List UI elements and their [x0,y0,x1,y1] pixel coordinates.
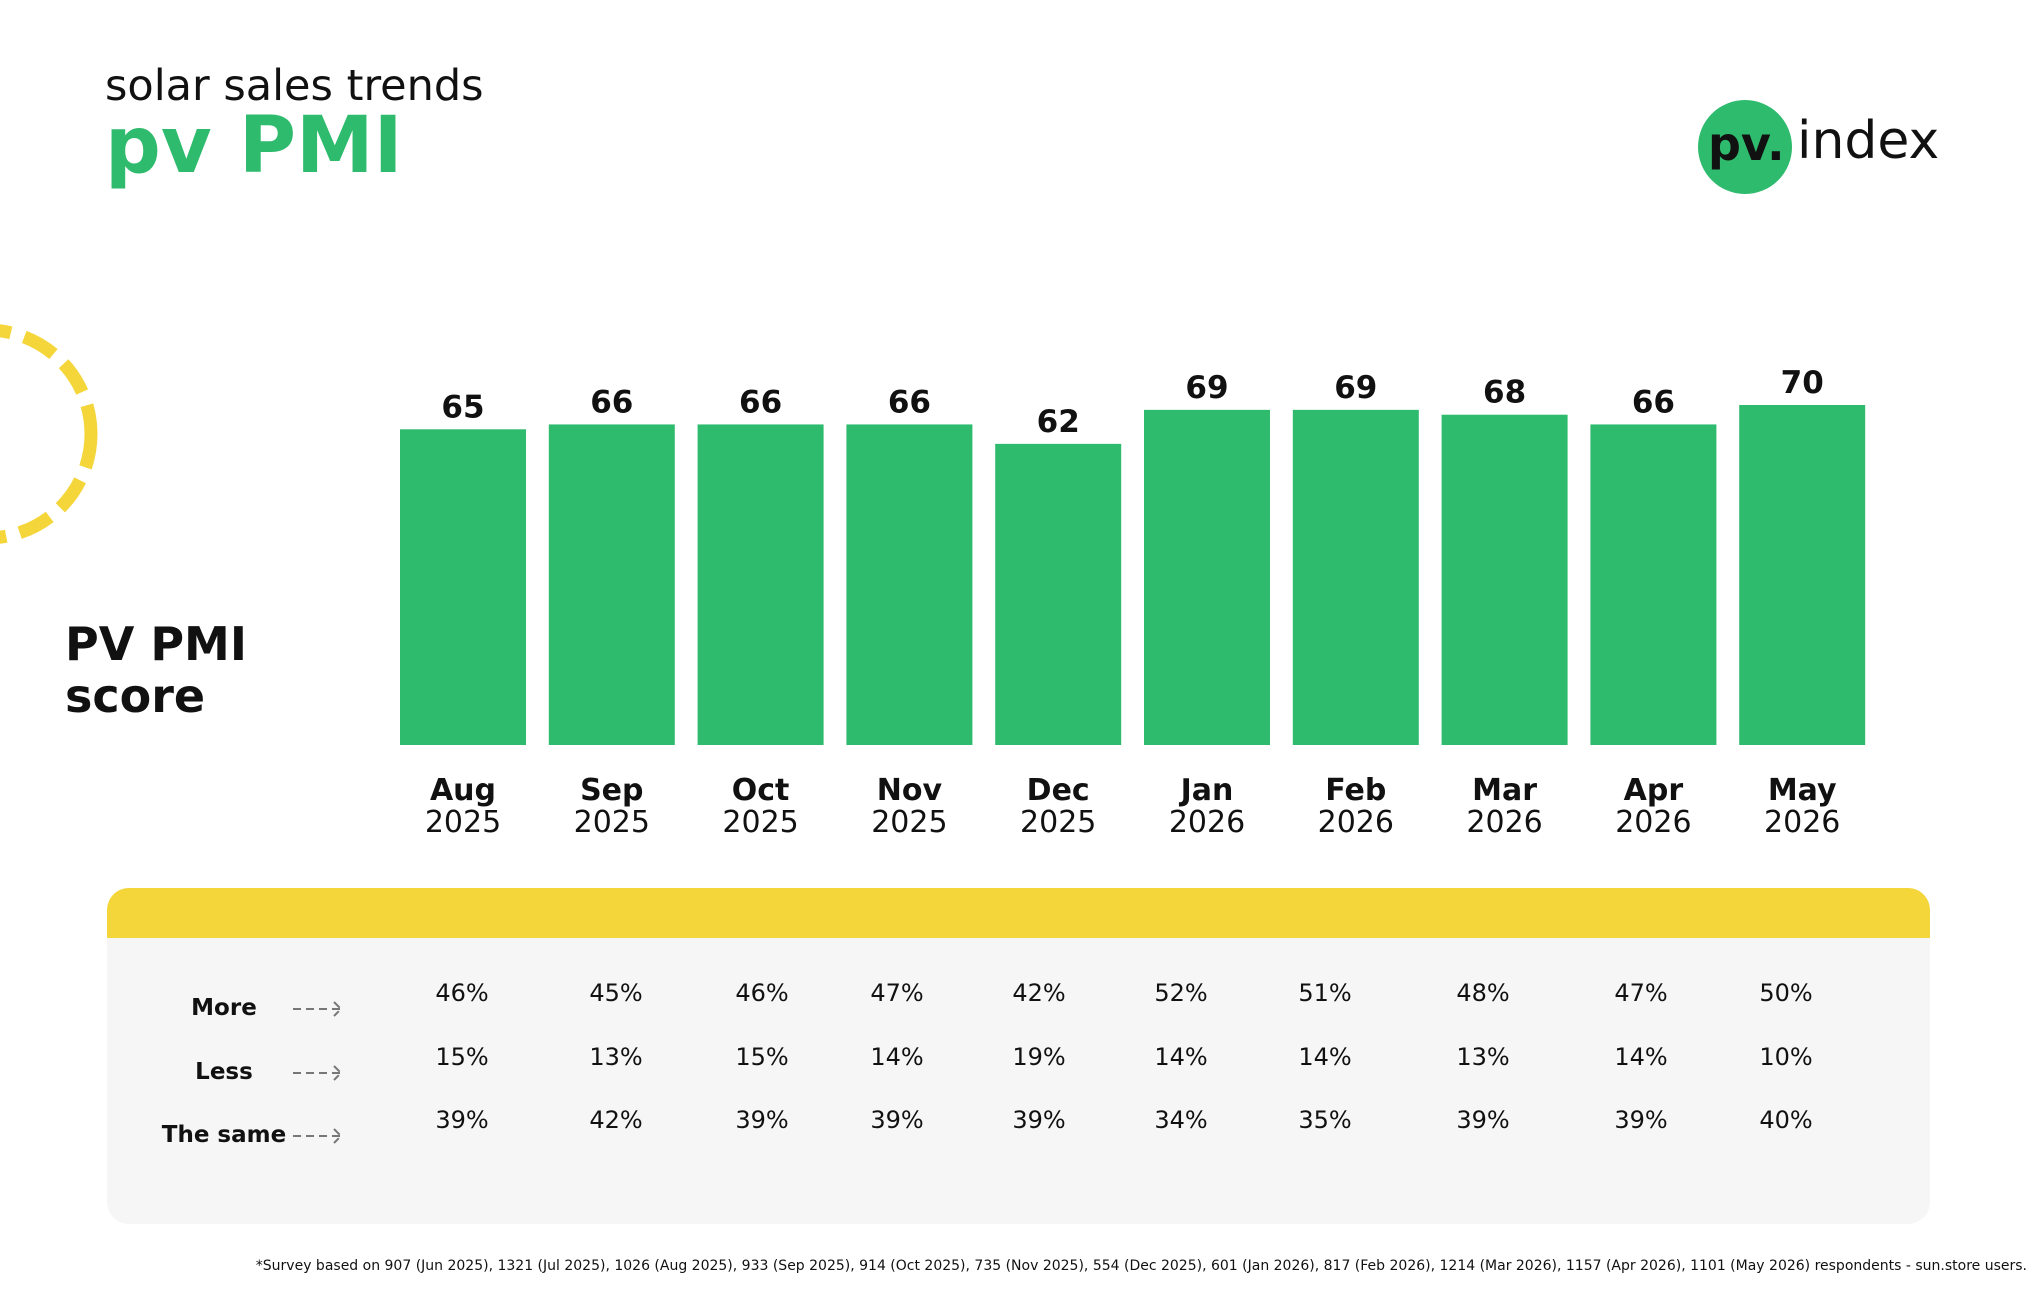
logo-text: index [1797,111,1939,171]
bar [1144,409,1270,745]
bar [995,443,1122,745]
x-tick-label: Sep [580,773,643,808]
data-label: 69 [1334,370,1377,406]
bar [1739,405,1866,745]
table-cell: 47% [870,979,923,1007]
table-cell: 39% [1456,1106,1509,1134]
data-label: 66 [590,384,633,420]
table-cell: 39% [435,1106,488,1134]
x-tick-label: Nov [877,773,943,808]
data-label: 70 [1781,365,1824,401]
bar [548,424,675,745]
x-tick-label: Apr [1624,773,1684,808]
data-label: 66 [1632,384,1675,420]
x-tick-year: 2025 [871,805,947,840]
table-cell: 46% [735,979,788,1007]
table-cell: 15% [735,1043,788,1071]
table-cell: 14% [1614,1043,1667,1071]
data-label: 65 [441,389,484,425]
table-cell: 15% [435,1043,488,1071]
title: pv PMI [105,101,403,191]
table-cell: 39% [1614,1106,1667,1134]
table-cell: 10% [1759,1043,1812,1071]
table-cell: 13% [1456,1043,1509,1071]
bar [1590,424,1717,745]
bar [400,429,526,745]
x-tick-label: Mar [1472,773,1537,808]
bar [1441,414,1568,745]
x-tick-year: 2026 [1764,805,1840,840]
bar [1292,409,1419,745]
sun-decoration [0,324,98,544]
table-cell: 52% [1154,979,1207,1007]
x-tick-year: 2026 [1466,805,1542,840]
table-cell: 39% [1012,1106,1065,1134]
table-cell: 34% [1154,1106,1207,1134]
y-axis-label: PV PMI score [65,617,247,723]
table-cell: 19% [1012,1043,1065,1071]
table-cell: 40% [1759,1106,1812,1134]
data-label: 66 [739,384,782,420]
row-label: More [191,995,257,1021]
table-cell: 39% [735,1106,788,1134]
table-cell: 51% [1298,979,1351,1007]
table-cell: 14% [1298,1043,1351,1071]
data-label: 68 [1483,375,1526,411]
footnote: *Survey based on 907 (Jun 2025), 1321 (J… [256,1258,2027,1274]
x-tick-label: Dec [1027,773,1090,808]
x-tick-label: Aug [430,773,496,808]
x-tick-year: 2026 [1169,805,1245,840]
row-label: Less [195,1059,253,1085]
data-label: 66 [888,384,931,420]
table-cell: 50% [1759,979,1812,1007]
logo-circle [1698,100,1792,194]
x-tick-label: Oct [732,773,790,808]
x-tick-year: 2025 [425,805,501,840]
x-tick-year: 2025 [722,805,798,840]
table-cell: 14% [870,1043,923,1071]
table-cell: 14% [1154,1043,1207,1071]
table-header-strip [107,888,1930,938]
row-arrow [293,1065,343,1081]
x-tick-year: 2026 [1615,805,1691,840]
table-cell: 45% [589,979,642,1007]
data-label: 62 [1037,404,1080,440]
x-tick-year: 2025 [1020,805,1096,840]
table-cell: 48% [1456,979,1509,1007]
row-label: The same [162,1122,286,1148]
x-tick-label: Feb [1325,773,1386,808]
table-cell: 47% [1614,979,1667,1007]
data-label: 69 [1185,370,1228,406]
logo-mark: pv. [1708,117,1785,171]
bar [697,424,824,745]
table-cell: 39% [870,1106,923,1134]
table-cell: 42% [1012,979,1065,1007]
x-tick-label: Jan [1179,773,1234,808]
subtitle: solar sales trends [105,61,484,111]
table-cell: 42% [589,1106,642,1134]
table-cell: 46% [435,979,488,1007]
x-tick-label: May [1768,773,1837,808]
table-panel [107,888,1930,1224]
row-arrow [293,1128,343,1144]
table-cell: 35% [1298,1106,1351,1134]
x-tick-year: 2026 [1318,805,1394,840]
x-tick-year: 2025 [574,805,650,840]
bar [846,424,973,745]
table-cell: 13% [589,1043,642,1071]
row-arrow [293,1001,343,1017]
